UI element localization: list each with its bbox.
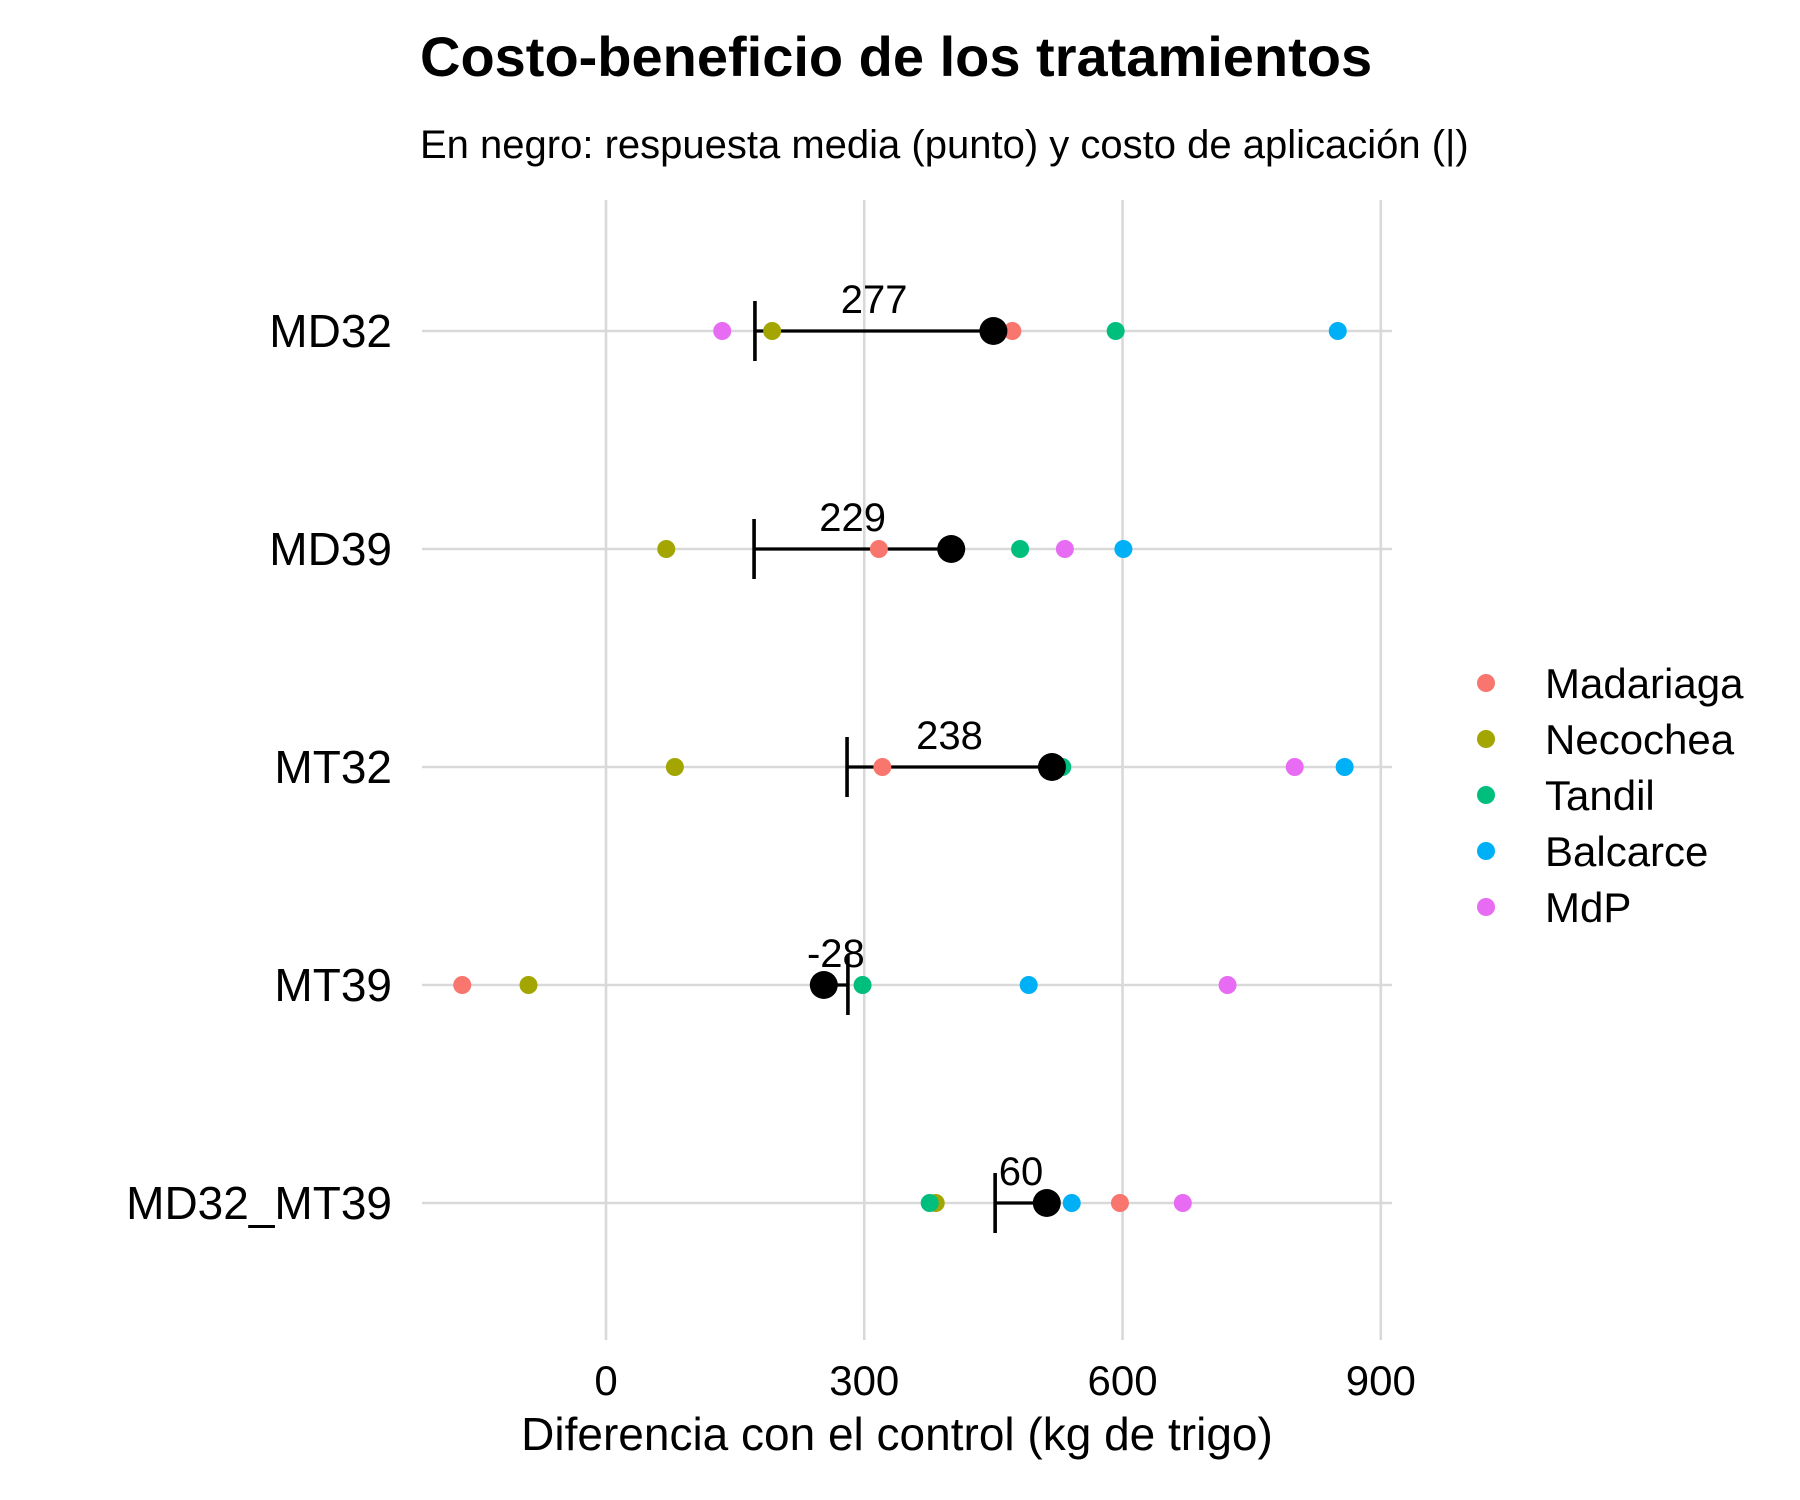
- legend-key-mdp: [1477, 898, 1495, 916]
- mean-points: [809, 317, 1066, 1217]
- legend-label: Tandil: [1545, 772, 1655, 819]
- x-tick-label: 300: [829, 1357, 899, 1404]
- point-necochea: [657, 540, 676, 558]
- chart-title: Costo-beneficio de los tratamientos: [420, 25, 1372, 88]
- y-tick-label: MT32: [274, 741, 392, 793]
- point-necochea: [519, 976, 538, 994]
- x-tick-label: 900: [1346, 1357, 1416, 1404]
- mean-point: [937, 535, 966, 563]
- legend-key-necochea: [1477, 730, 1495, 748]
- net-benefit-label: 277: [841, 278, 908, 322]
- net-benefit-label: -28: [807, 932, 865, 976]
- point-madariaga: [873, 758, 892, 776]
- legend-key-tandil: [1477, 786, 1495, 804]
- net-benefit-label: 60: [999, 1150, 1044, 1194]
- x-axis-ticks: 0 300 600 900: [594, 1357, 1416, 1404]
- point-mdp: [1218, 976, 1237, 994]
- data-points: [453, 322, 1354, 1212]
- mean-point: [979, 317, 1008, 345]
- x-tick-label: 0: [594, 1357, 617, 1404]
- point-balcarce: [1114, 540, 1133, 558]
- mean-point: [809, 971, 838, 999]
- legend-label: MdP: [1545, 884, 1631, 931]
- mean-point: [1037, 753, 1066, 781]
- y-axis-labels: MD32 MD39 MT32 MT39 MD32_MT39: [126, 305, 392, 1229]
- point-mdp: [1173, 1194, 1192, 1212]
- point-tandil: [1106, 322, 1125, 340]
- legend-label: Madariaga: [1545, 660, 1744, 707]
- point-balcarce: [1328, 322, 1347, 340]
- point-madariaga: [1110, 1194, 1129, 1212]
- legend-key-madariaga: [1477, 674, 1495, 692]
- legend-label: Balcarce: [1545, 828, 1708, 875]
- point-mdp: [1285, 758, 1304, 776]
- chart-subtitle: En negro: respuesta media (punto) y cost…: [420, 123, 1469, 167]
- point-tandil: [1011, 540, 1030, 558]
- point-necochea: [763, 322, 782, 340]
- y-tick-label: MD39: [269, 523, 392, 575]
- point-madariaga: [1003, 322, 1022, 340]
- y-tick-label: MD32_MT39: [126, 1177, 392, 1229]
- legend-label: Necochea: [1545, 716, 1735, 763]
- legend-key-balcarce: [1477, 842, 1495, 860]
- net-benefit-label: 238: [916, 714, 983, 758]
- point-necochea: [665, 758, 684, 776]
- mean-point: [1032, 1189, 1061, 1217]
- legend: Madariaga Necochea Tandil Balcarce MdP: [1477, 660, 1744, 931]
- point-balcarce: [1062, 1194, 1081, 1212]
- y-tick-label: MD32: [269, 305, 392, 357]
- x-axis-title: Diferencia con el control (kg de trigo): [521, 1408, 1273, 1460]
- x-tick-label: 600: [1088, 1357, 1158, 1404]
- point-tandil: [853, 976, 872, 994]
- point-madariaga: [869, 540, 888, 558]
- net-benefit-labels: 277 229 238 -28 60: [807, 278, 1043, 1194]
- point-mdp: [713, 322, 732, 340]
- point-balcarce: [1335, 758, 1354, 776]
- point-mdp: [1055, 540, 1074, 558]
- net-benefit-label: 229: [819, 496, 886, 540]
- grid: [422, 200, 1392, 1340]
- point-balcarce: [1019, 976, 1038, 994]
- y-tick-label: MT39: [274, 959, 392, 1011]
- point-tandil: [920, 1194, 939, 1212]
- point-madariaga: [453, 976, 472, 994]
